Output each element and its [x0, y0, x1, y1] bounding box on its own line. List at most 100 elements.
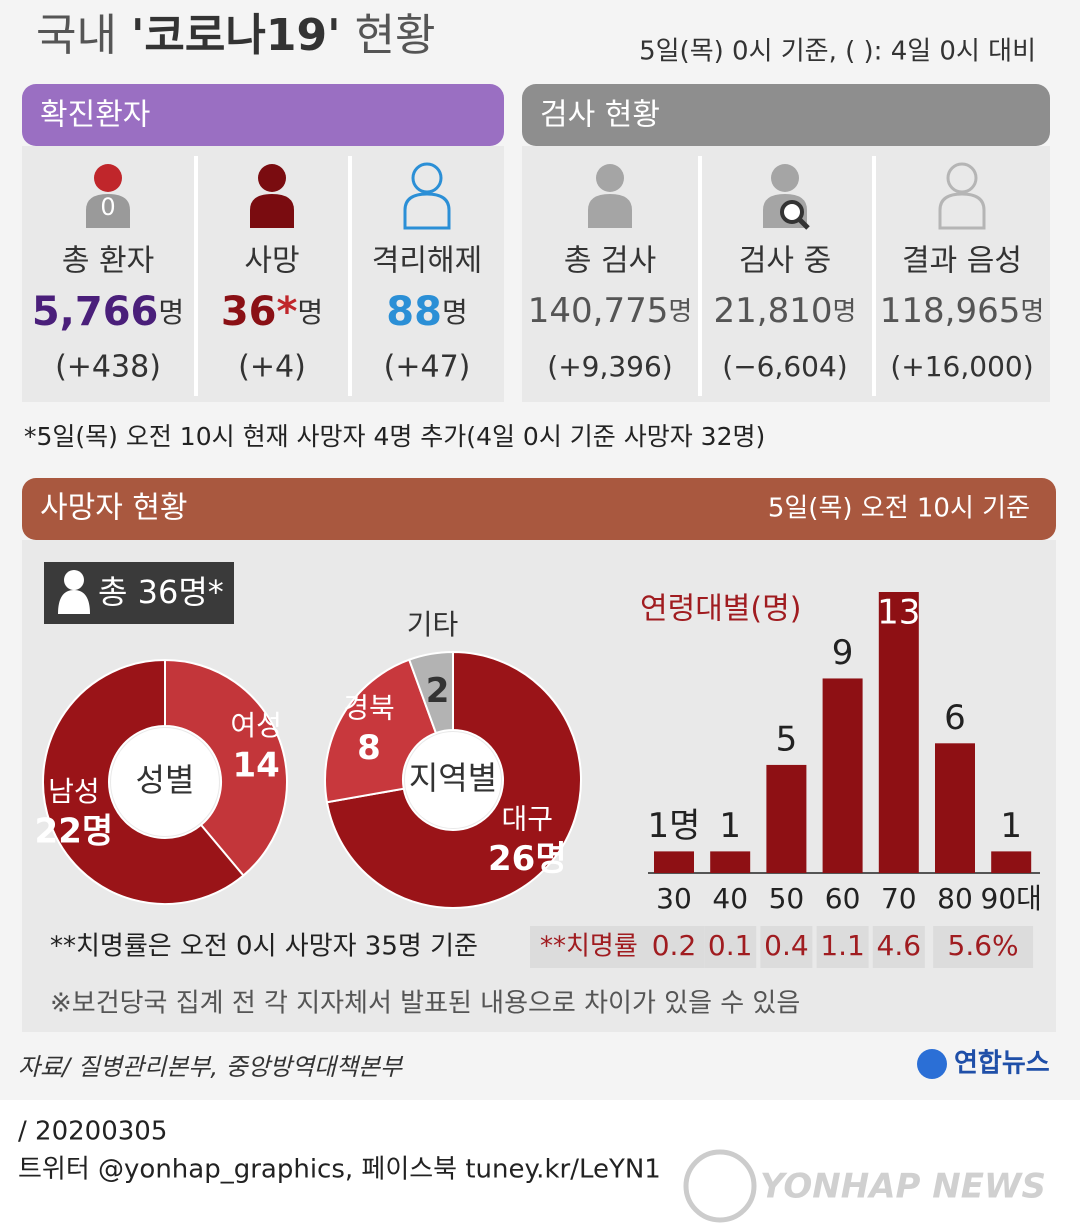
value-unit: 명 — [1020, 297, 1044, 327]
magnifier-handle — [797, 217, 810, 230]
item-change: (+16,000) — [890, 350, 1033, 383]
pie-title: 성별 — [136, 761, 195, 799]
section-heading: 검사 현황 — [540, 98, 660, 133]
item-change: (+9,396) — [547, 350, 672, 383]
deaths-header — [22, 478, 1056, 540]
fatality-cell — [872, 926, 925, 968]
bar — [766, 764, 807, 873]
icon-body — [938, 192, 986, 230]
slice-value: 2 — [426, 671, 450, 711]
person-icon — [250, 164, 294, 228]
x-tick-label: 30 — [656, 882, 692, 915]
icon-body — [588, 194, 632, 228]
pie-title: 지역별 — [409, 759, 497, 797]
subtitle: 5일(목) 0시 기준, ( ): 4일 0시 대비 — [639, 37, 1036, 67]
total-icon — [58, 570, 90, 614]
icon-body — [86, 194, 130, 228]
bar — [878, 592, 919, 873]
bar-title: 연령대별(명) — [640, 592, 801, 627]
fatality-value: 0.4 — [764, 929, 809, 962]
icon-head — [596, 164, 624, 192]
pie-center — [111, 728, 219, 836]
pie-center — [405, 732, 501, 828]
bar-value: 13 — [877, 593, 920, 633]
pie-slice — [407, 650, 454, 735]
bar — [935, 743, 975, 873]
bar-value: 1 — [1000, 806, 1022, 846]
bar — [991, 851, 1032, 873]
person-icon — [86, 164, 130, 228]
title: 국내 '코로나19' 현황 — [36, 10, 436, 61]
date: / 20200305 — [18, 1117, 167, 1147]
value-number: 140,775 — [528, 291, 669, 331]
item-label: 결과 음성 — [902, 244, 1022, 279]
pie-slice — [324, 658, 438, 804]
bar-value: 6 — [944, 698, 966, 738]
slice-label: 남성 — [48, 775, 100, 808]
bar — [654, 851, 694, 873]
item-value: 118,965명 — [880, 291, 1045, 331]
fatality-cell — [933, 926, 1034, 968]
item-value: 21,810명 — [714, 291, 857, 331]
icon-head — [94, 164, 122, 192]
icon-body — [250, 194, 294, 228]
x-tick-label: 90대 — [981, 882, 1042, 915]
slice-value: 14 — [232, 745, 279, 785]
value-unit: 명 — [442, 296, 468, 329]
fatality-cell — [816, 926, 869, 968]
section-basis: 5일(목) 오전 10시 기준 — [768, 494, 1030, 524]
disclaimer: ※보건당국 집계 전 각 지자체서 발표된 내용으로 차이가 있을 수 있음 — [50, 989, 800, 1019]
fatality-note: **치명률은 오전 0시 사망자 35명 기준 — [50, 932, 478, 962]
tests-header — [522, 84, 1050, 146]
fatality-value: 1.1 — [820, 929, 865, 962]
note: *5일(목) 오전 10시 현재 사망자 4명 추가(4일 0시 기준 사망자 … — [24, 422, 765, 451]
item-value: 36*명 — [221, 289, 323, 335]
pie-slice — [42, 658, 245, 905]
fatality-cell — [760, 926, 813, 968]
item-label: 사망 — [244, 244, 299, 279]
bar — [822, 678, 863, 873]
icon-head — [258, 164, 286, 192]
fatality-value: 0.2 — [652, 929, 697, 962]
icon-head — [946, 162, 978, 194]
x-tick-label: 80 — [937, 882, 973, 915]
value-unit: 명 — [833, 297, 857, 327]
item-change: (−6,604) — [722, 350, 847, 383]
fatality-value: 5.6% — [948, 929, 1019, 962]
section-heading: 사망자 현황 — [40, 491, 188, 526]
fatality-cell — [704, 926, 757, 968]
item-label: 격리해제 — [372, 244, 482, 279]
item-label: 검사 중 — [739, 244, 831, 279]
value-number: 5,766 — [32, 289, 159, 335]
person-icon — [938, 162, 986, 230]
person-icon — [403, 162, 451, 230]
bar-value: 1 — [719, 806, 741, 846]
fatality-cell — [530, 926, 704, 968]
slice-value: 26명 — [488, 839, 567, 879]
value-number: 36 — [221, 289, 277, 335]
title-part: 국내 — [36, 10, 131, 61]
value-mark: * — [276, 289, 297, 335]
value-number: 88 — [386, 289, 442, 335]
watermark: YONHAP NEWS — [760, 1167, 1046, 1207]
title-part: '코로나19' — [131, 10, 341, 61]
person-icon — [588, 164, 632, 228]
item-change: (+438) — [55, 350, 161, 385]
bar — [710, 851, 751, 873]
icon-head — [771, 164, 799, 192]
bar-value: 1명 — [648, 806, 701, 846]
item-value: 88명 — [386, 289, 467, 335]
fatality-value: 4.6 — [877, 929, 922, 962]
slice-value: 22명 — [35, 812, 114, 852]
pie-slice — [325, 650, 582, 909]
value-unit: 명 — [668, 297, 692, 327]
slice-label: 경북 — [343, 692, 395, 725]
icon-label: 0 — [100, 193, 115, 221]
section-heading: 확진환자 — [40, 98, 150, 133]
title-part: 현황 — [341, 10, 436, 61]
value-number: 118,965 — [880, 291, 1021, 331]
value-number: 21,810 — [714, 291, 833, 331]
magnifier — [780, 200, 804, 224]
logo-mark — [917, 1049, 947, 1079]
